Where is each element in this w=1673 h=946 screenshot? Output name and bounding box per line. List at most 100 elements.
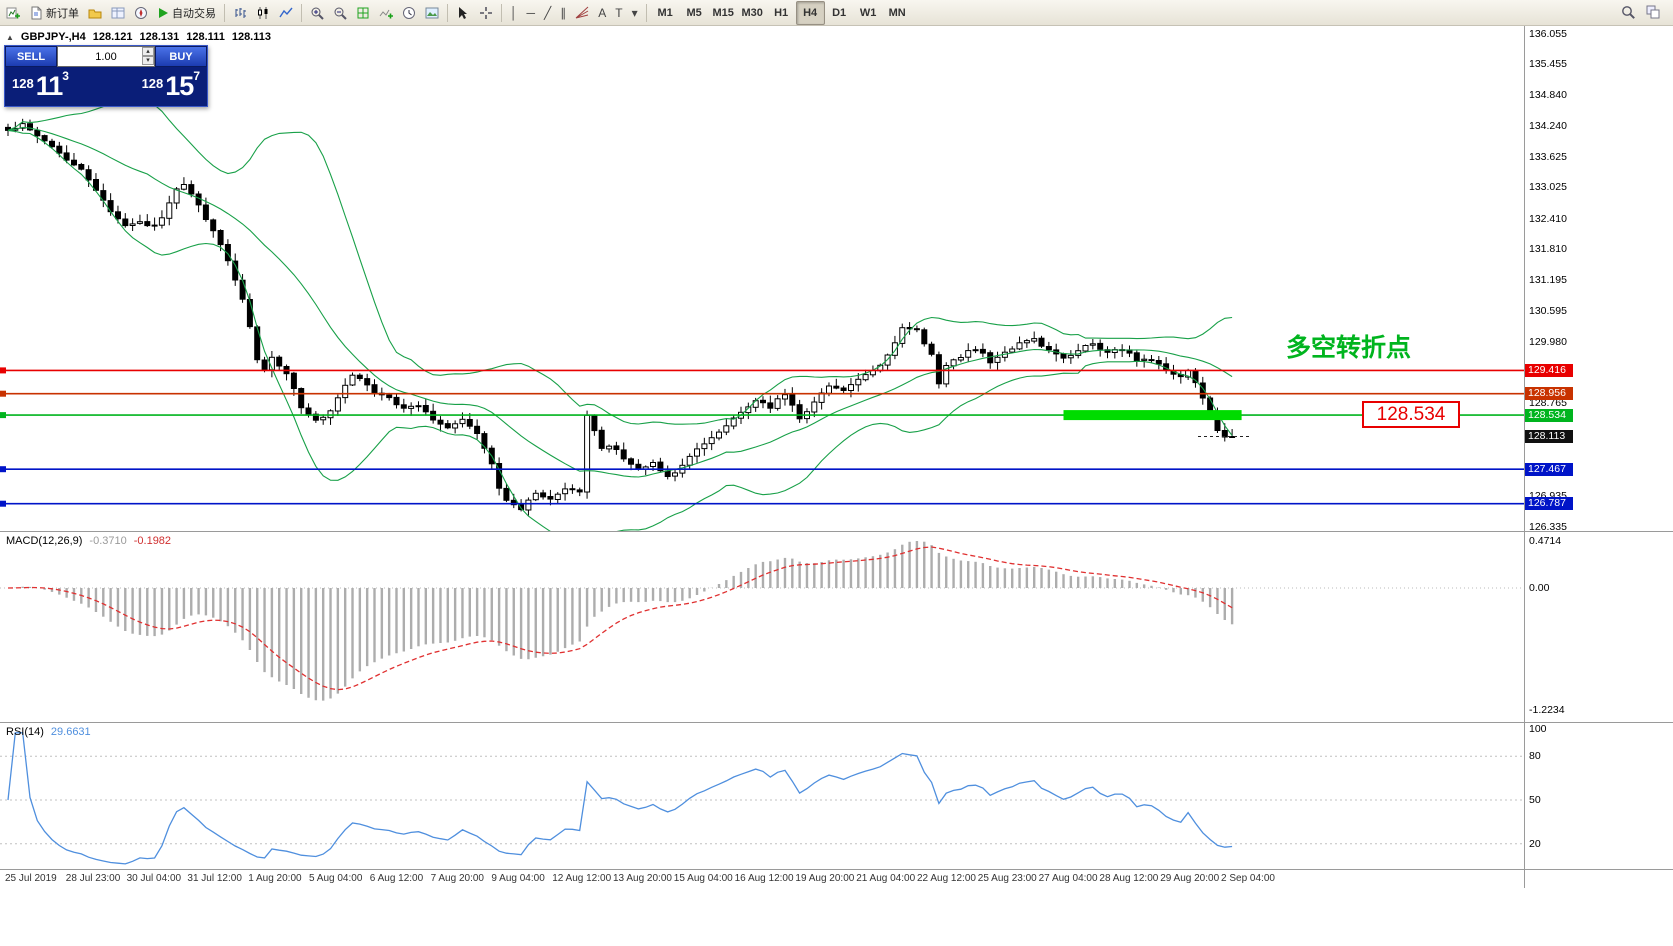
fibonacci-button[interactable]: [571, 1, 593, 25]
cursor-button[interactable]: [452, 1, 474, 25]
timeframe-d1-button[interactable]: D1: [832, 6, 847, 19]
autotrading-play-icon: [159, 7, 168, 18]
equidistant-channel-button[interactable]: ∥: [556, 1, 570, 25]
time-axis-label: 22 Aug 12:00: [917, 873, 976, 884]
new-order-button[interactable]: 新订单: [25, 1, 83, 25]
tile-windows-button[interactable]: [1642, 1, 1665, 25]
profiles-button[interactable]: [84, 1, 106, 25]
time-axis-label: 15 Aug 04:00: [673, 873, 733, 884]
new-order-icon: [31, 6, 42, 19]
toolbar-separator: [301, 3, 302, 22]
price-tick: 134.240: [1529, 119, 1567, 132]
crosshair-button[interactable]: [475, 1, 497, 25]
volume-field[interactable]: 1.00 ▴ ▾: [57, 46, 155, 67]
autotrading-button[interactable]: 自动交易: [153, 1, 220, 25]
indicators-button[interactable]: [375, 1, 397, 25]
main-chart-canvas[interactable]: [0, 28, 1524, 531]
search-icon: [1622, 6, 1635, 19]
candlestick-chart-button[interactable]: [252, 1, 274, 25]
sell-button[interactable]: SELL: [5, 46, 57, 67]
turning-point-annotation[interactable]: 多空转折点: [1286, 334, 1412, 362]
fibonacci-icon: [575, 6, 589, 18]
panel-divider[interactable]: [0, 722, 1673, 723]
price-scale-divider[interactable]: [1524, 26, 1525, 888]
time-axis-label: 7 Aug 20:00: [430, 873, 484, 884]
time-axis[interactable]: 25 Jul 2019 28 Jul 23:00 30 Jul 04:00 31 Ju…: [0, 871, 1524, 887]
quote-high: 128.131: [139, 31, 180, 43]
one-click-trading-toggle[interactable]: ▲: [6, 32, 14, 42]
time-axis-label: 19 Aug 20:00: [795, 873, 855, 884]
timeframe-m5-button[interactable]: M5: [686, 6, 702, 19]
macd-label: MACD(12,26,9) -0.3710 -0.1982: [6, 535, 172, 547]
zoom-out-button[interactable]: [329, 1, 351, 25]
time-axis-label: 5 Aug 04:00: [309, 873, 363, 884]
price-tick: 136.055: [1529, 28, 1567, 40]
horizontal-line-button[interactable]: ─: [523, 1, 540, 25]
panel-divider[interactable]: [0, 869, 1673, 870]
rsi-scale-tick: 20: [1529, 837, 1541, 850]
bar-chart-button[interactable]: [229, 1, 251, 25]
time-axis-label: 21 Aug 04:00: [856, 873, 916, 884]
trendline-icon: ╱: [544, 5, 552, 20]
new-chart-button[interactable]: [2, 1, 24, 25]
line-chart-icon: [279, 7, 293, 17]
time-axis-label: 28 Jul 23:00: [65, 873, 121, 884]
price-line-label: 129.416: [1525, 363, 1573, 377]
time-axis-label: 12 Aug 12:00: [552, 873, 612, 884]
panel-divider[interactable]: [0, 531, 1673, 532]
candles: [5, 118, 1236, 516]
macd-scale-tick: 0.4714: [1529, 535, 1562, 547]
text-label-icon: T: [615, 5, 623, 20]
main-chart-panel: ▲ GBPJPY-,H4 128.121 128.131 128.111 128…: [0, 28, 1673, 531]
macd-scale-tick: -1.2234: [1529, 703, 1565, 716]
text-button[interactable]: A: [594, 1, 610, 25]
line-chart-button[interactable]: [275, 1, 297, 25]
timeframe-h4-button[interactable]: H4: [795, 0, 825, 25]
rsi-canvas[interactable]: [0, 723, 1524, 869]
timeframe-mn-button[interactable]: MN: [888, 6, 906, 19]
periods-button[interactable]: [398, 1, 420, 25]
grid-button[interactable]: [352, 1, 374, 25]
vertical-line-button[interactable]: │: [506, 1, 522, 25]
trendline-button[interactable]: ╱: [540, 1, 555, 25]
timeframe-toolbar: M1 M5 M15 M30 H1 H4 D1 W1 MN: [651, 0, 912, 25]
timeframe-h1-button[interactable]: H1: [774, 6, 789, 19]
text-icon: A: [598, 5, 607, 20]
macd-signal-value: -0.1982: [133, 535, 172, 547]
search-button[interactable]: [1617, 1, 1640, 25]
time-axis-label: 9 Aug 04:00: [491, 873, 545, 884]
buy-price-display[interactable]: 128157: [141, 68, 200, 101]
buy-button[interactable]: BUY: [155, 46, 207, 67]
support-price-box-annotation[interactable]: 128.534: [1362, 401, 1460, 428]
timeframe-m1-button[interactable]: M1: [657, 6, 673, 19]
navigator-button[interactable]: [130, 1, 152, 25]
market-watch-button[interactable]: [107, 1, 129, 25]
tile-windows-icon: [1646, 5, 1660, 19]
price-tick: 134.840: [1529, 89, 1567, 102]
quote-bar: ▲ GBPJPY-,H4 128.121 128.131 128.111 128…: [6, 31, 271, 43]
macd-canvas[interactable]: [0, 532, 1524, 722]
sell-price-display[interactable]: 128113: [12, 68, 69, 101]
autotrading-label: 自动交易: [172, 7, 216, 20]
arrows-button[interactable]: ▾: [628, 1, 642, 25]
toolbar-right-group: [1617, 1, 1671, 25]
timeframe-m30-button[interactable]: M30: [741, 6, 763, 19]
crosshair-icon: [480, 6, 492, 19]
macd-value: -0.3710: [89, 535, 127, 547]
price-tick: 133.025: [1529, 181, 1567, 194]
candlestick-chart-icon: [258, 6, 268, 19]
toolbar-separator: [224, 3, 225, 22]
zoom-in-icon: [311, 7, 324, 20]
rsi-value: 29.6631: [50, 726, 91, 738]
volume-up-icon[interactable]: ▴: [142, 47, 154, 56]
time-axis-label: 27 Aug 04:00: [1038, 873, 1098, 884]
time-axis-label: 1 Aug 20:00: [248, 873, 302, 884]
timeframe-w1-button[interactable]: W1: [859, 6, 877, 19]
price-tick: 128.765: [1529, 397, 1567, 410]
time-axis-label: 25 Aug 23:00: [977, 873, 1037, 884]
timeframe-m15-button[interactable]: M15: [712, 6, 734, 19]
volume-down-icon[interactable]: ▾: [142, 56, 154, 65]
templates-button[interactable]: [421, 1, 443, 25]
text-label-button[interactable]: T: [611, 1, 626, 25]
zoom-in-button[interactable]: [306, 1, 328, 25]
